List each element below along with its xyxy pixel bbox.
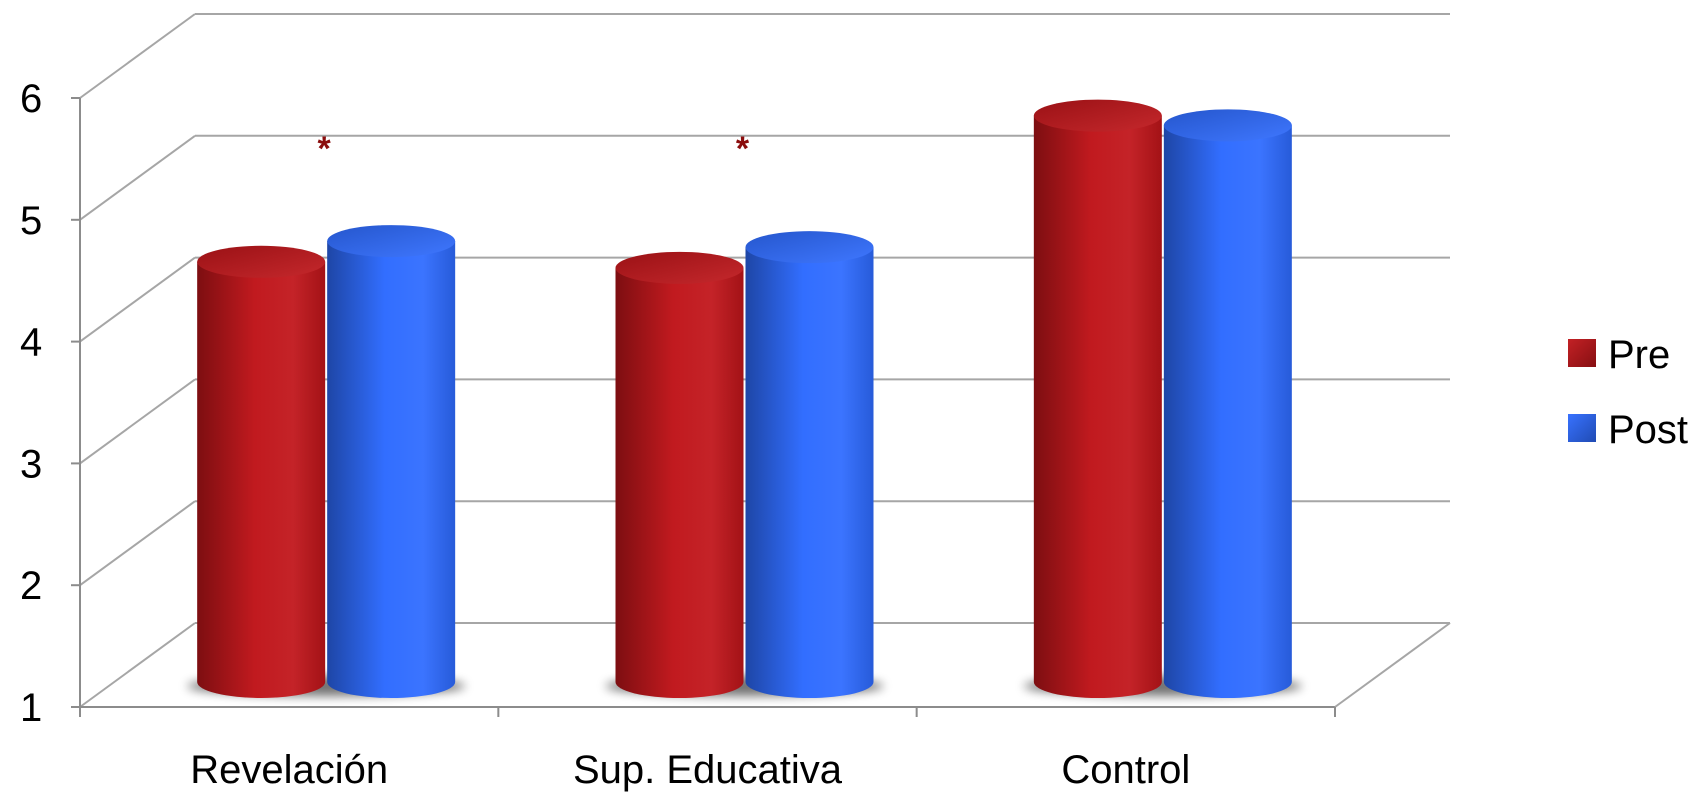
side-gridline [79,378,196,465]
bar-body [615,267,744,698]
significance-marker: * [736,130,750,168]
x-tick-labels: Revelación Sup. Educativa Control [190,748,1190,792]
bar-pre-1 [615,251,744,698]
x-tick-label: Control [1061,748,1190,792]
legend-swatch-post [1568,414,1596,442]
bar-post-2 [1163,109,1292,698]
bar-top [327,225,456,258]
y-tick-labels: 1 2 3 4 5 6 [20,77,42,730]
bar-body [197,261,326,698]
axes [71,97,1451,717]
side-gridline [79,500,196,587]
x-tick-label: Revelación [190,748,388,792]
legend-swatch-pre [1568,339,1596,367]
side-gridline [79,622,196,708]
bar-body [327,241,456,699]
floor-right-edge [1334,622,1451,708]
side-gridline [79,256,196,343]
y-tick-label: 4 [20,321,42,365]
bar-body [1163,125,1292,698]
side-gridline [79,13,196,99]
legend-label-pre: Pre [1608,333,1670,377]
legend-label-post: Post [1608,408,1688,452]
bar-post-0 [327,225,456,699]
y-tick-label: 1 [20,686,42,730]
y-tick-label: 5 [20,199,42,243]
annotations: * * [318,130,750,168]
bar-body [745,247,874,698]
bar-post-1 [745,231,874,698]
bar-top [1033,99,1162,132]
bar-top [745,231,874,264]
chart-walls [79,13,196,708]
x-tick-label: Sup. Educativa [573,748,843,792]
bar-body [1033,115,1162,698]
y-tick-label: 2 [20,564,42,608]
bar-pre-0 [197,245,326,698]
y-tick-label: 6 [20,77,42,121]
bar-pre-2 [1033,99,1162,698]
bars [197,99,1292,699]
bar-top [615,251,744,284]
significance-marker: * [318,130,332,168]
legend: Pre Post [1568,333,1688,452]
y-tick-label: 3 [20,442,42,486]
bar-top [1163,109,1292,142]
side-gridline [79,134,196,221]
bar-top [197,245,326,278]
